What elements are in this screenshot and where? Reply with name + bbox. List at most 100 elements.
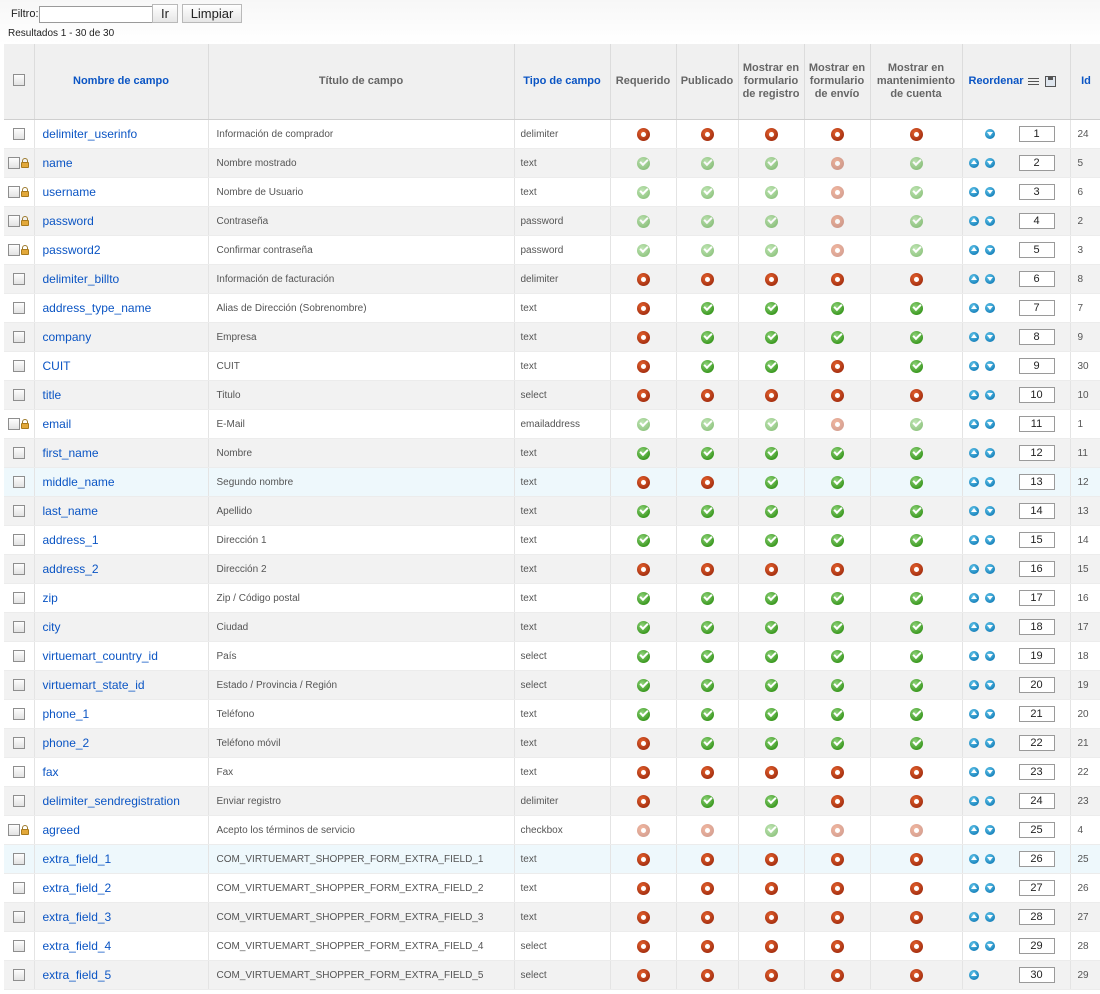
check-icon[interactable]	[700, 533, 714, 547]
check-icon[interactable]	[764, 620, 778, 634]
field-name-link[interactable]: fax	[34, 757, 209, 787]
order-input[interactable]: 23	[1018, 764, 1055, 780]
field-name-link[interactable]: agreed	[34, 815, 209, 845]
check-icon[interactable]	[636, 649, 650, 663]
cross-icon[interactable]	[700, 910, 714, 924]
cross-icon[interactable]	[636, 272, 650, 286]
move-down-icon[interactable]	[984, 390, 995, 401]
cross-icon[interactable]	[700, 823, 714, 837]
row-checkbox[interactable]	[12, 389, 25, 402]
move-up-icon[interactable]	[968, 651, 979, 662]
row-checkbox[interactable]	[8, 418, 21, 431]
check-icon[interactable]	[830, 649, 844, 663]
field-name-link[interactable]: delimiter_sendregistration	[34, 786, 209, 816]
field-name-link[interactable]: city	[34, 612, 209, 642]
check-icon[interactable]	[700, 504, 714, 518]
check-icon[interactable]	[764, 475, 778, 489]
move-up-icon[interactable]	[968, 767, 979, 778]
order-input[interactable]: 29	[1018, 938, 1055, 954]
move-up-icon[interactable]	[968, 593, 979, 604]
cross-icon[interactable]	[700, 939, 714, 953]
field-name-link[interactable]: virtuemart_country_id	[34, 641, 209, 671]
cross-icon[interactable]	[830, 939, 844, 953]
check-icon[interactable]	[700, 794, 714, 808]
check-icon[interactable]	[830, 707, 844, 721]
check-icon[interactable]	[700, 620, 714, 634]
field-name-link[interactable]: company	[34, 322, 209, 352]
check-icon[interactable]	[636, 707, 650, 721]
row-checkbox[interactable]	[8, 215, 21, 228]
check-icon[interactable]	[636, 417, 650, 431]
check-icon[interactable]	[700, 243, 714, 257]
check-icon[interactable]	[830, 446, 844, 460]
order-input[interactable]: 20	[1018, 677, 1055, 693]
cross-icon[interactable]	[636, 127, 650, 141]
order-input[interactable]: 4	[1018, 213, 1055, 229]
check-icon[interactable]	[764, 185, 778, 199]
cross-icon[interactable]	[909, 910, 923, 924]
check-icon[interactable]	[764, 243, 778, 257]
row-checkbox[interactable]	[12, 882, 25, 895]
check-icon[interactable]	[700, 301, 714, 315]
check-icon[interactable]	[636, 185, 650, 199]
check-icon[interactable]	[909, 736, 923, 750]
cross-icon[interactable]	[909, 852, 923, 866]
move-up-icon[interactable]	[968, 854, 979, 865]
move-up-icon[interactable]	[968, 332, 979, 343]
cross-icon[interactable]	[830, 852, 844, 866]
clear-button[interactable]: Limpiar	[182, 4, 242, 23]
check-icon[interactable]	[764, 707, 778, 721]
move-down-icon[interactable]	[984, 622, 995, 633]
field-name-link[interactable]: title	[34, 380, 209, 410]
check-icon[interactable]	[636, 156, 650, 170]
cross-icon[interactable]	[636, 794, 650, 808]
field-name-link[interactable]: username	[34, 177, 209, 207]
cross-icon[interactable]	[636, 359, 650, 373]
move-down-icon[interactable]	[984, 883, 995, 894]
cross-icon[interactable]	[636, 968, 650, 982]
row-checkbox[interactable]	[12, 505, 25, 518]
row-checkbox[interactable]	[12, 331, 25, 344]
order-input[interactable]: 5	[1018, 242, 1055, 258]
order-input[interactable]: 14	[1018, 503, 1055, 519]
cross-icon[interactable]	[700, 562, 714, 576]
move-down-icon[interactable]	[984, 332, 995, 343]
order-input[interactable]: 7	[1018, 300, 1055, 316]
row-checkbox[interactable]	[12, 592, 25, 605]
cross-icon[interactable]	[764, 852, 778, 866]
move-down-icon[interactable]	[984, 912, 995, 923]
check-icon[interactable]	[830, 678, 844, 692]
row-checkbox[interactable]	[12, 708, 25, 721]
order-input[interactable]: 15	[1018, 532, 1055, 548]
check-icon[interactable]	[909, 214, 923, 228]
cross-icon[interactable]	[830, 765, 844, 779]
move-down-icon[interactable]	[984, 941, 995, 952]
check-icon[interactable]	[909, 475, 923, 489]
move-up-icon[interactable]	[968, 245, 979, 256]
row-checkbox[interactable]	[12, 766, 25, 779]
col-header-id[interactable]: Id	[1070, 44, 1100, 120]
cross-icon[interactable]	[636, 823, 650, 837]
cross-icon[interactable]	[909, 765, 923, 779]
cross-icon[interactable]	[764, 562, 778, 576]
order-input[interactable]: 8	[1018, 329, 1055, 345]
row-checkbox[interactable]	[12, 679, 25, 692]
cross-icon[interactable]	[909, 562, 923, 576]
cross-icon[interactable]	[830, 359, 844, 373]
check-icon[interactable]	[764, 533, 778, 547]
move-up-icon[interactable]	[968, 738, 979, 749]
order-input[interactable]: 22	[1018, 735, 1055, 751]
check-icon[interactable]	[700, 185, 714, 199]
cross-icon[interactable]	[764, 388, 778, 402]
cross-icon[interactable]	[700, 765, 714, 779]
field-name-link[interactable]: address_type_name	[34, 293, 209, 323]
cross-icon[interactable]	[764, 127, 778, 141]
move-up-icon[interactable]	[968, 448, 979, 459]
row-checkbox[interactable]	[12, 534, 25, 547]
move-up-icon[interactable]	[968, 216, 979, 227]
check-icon[interactable]	[830, 591, 844, 605]
check-icon[interactable]	[909, 359, 923, 373]
cross-icon[interactable]	[909, 272, 923, 286]
check-icon[interactable]	[909, 301, 923, 315]
field-name-link[interactable]: middle_name	[34, 467, 209, 497]
